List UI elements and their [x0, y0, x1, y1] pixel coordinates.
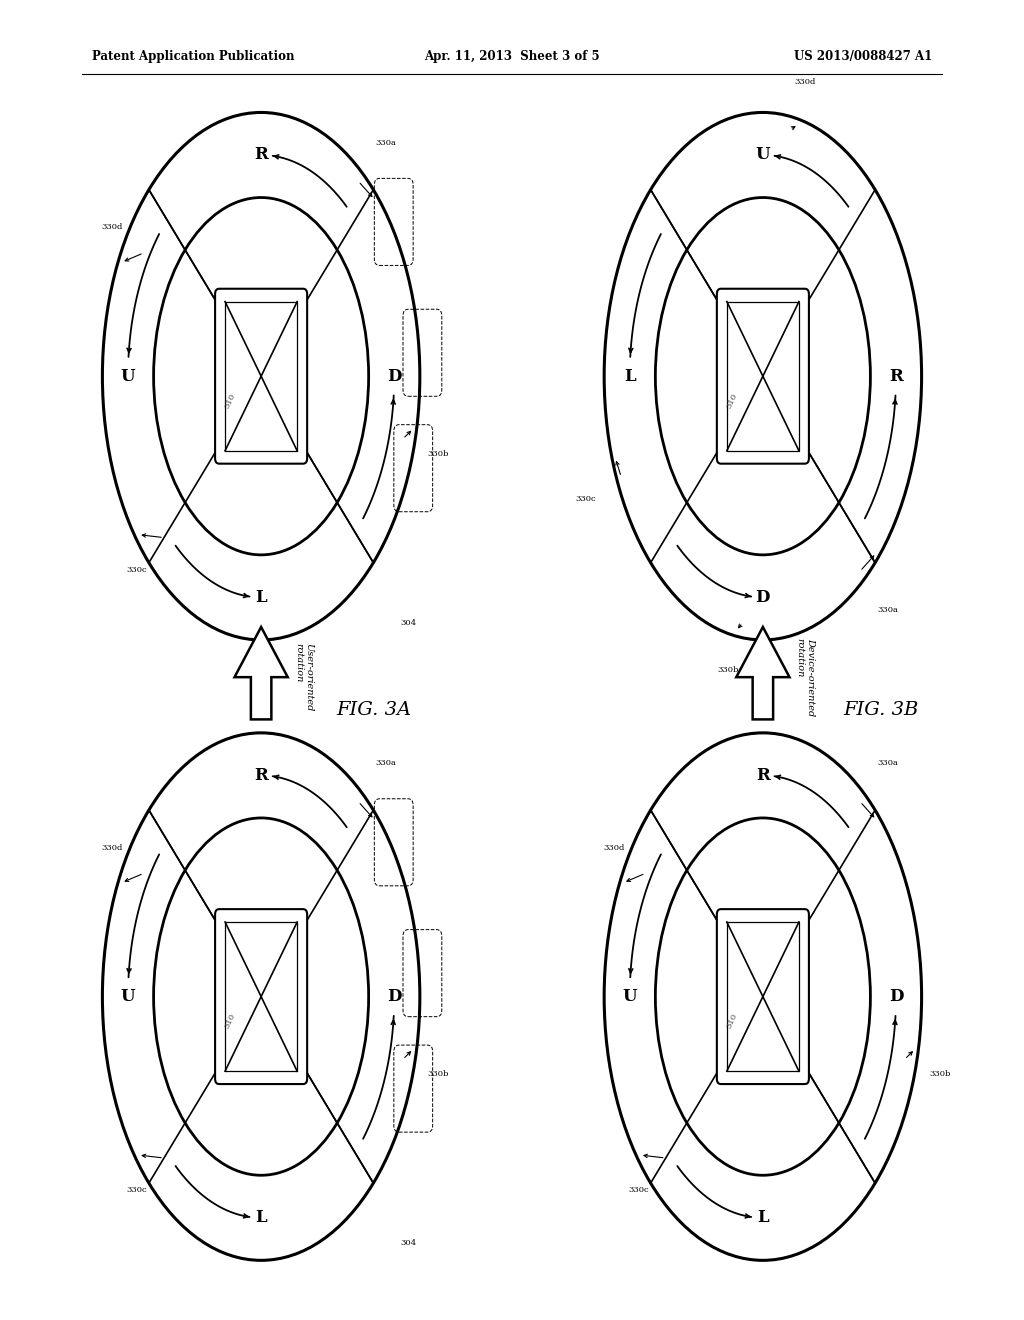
Text: 330c: 330c — [126, 566, 146, 574]
Text: L: L — [255, 1209, 267, 1226]
Bar — [225, 921, 297, 1072]
Text: 330c: 330c — [126, 1187, 146, 1195]
Text: L: L — [757, 1209, 769, 1226]
Text: 330b: 330b — [930, 1071, 951, 1078]
Text: 330b: 330b — [428, 1071, 450, 1078]
Text: D: D — [387, 989, 401, 1005]
Text: 330a: 330a — [376, 759, 396, 767]
Bar — [225, 301, 297, 451]
Text: R: R — [756, 767, 770, 784]
Text: 330a: 330a — [878, 606, 898, 614]
FancyBboxPatch shape — [717, 289, 809, 463]
Text: US 2013/0088427 A1: US 2013/0088427 A1 — [794, 50, 932, 63]
Text: U: U — [756, 147, 770, 164]
Text: 330c: 330c — [575, 495, 596, 503]
Text: 304: 304 — [400, 619, 417, 627]
Text: D: D — [756, 589, 770, 606]
FancyBboxPatch shape — [215, 289, 307, 463]
Text: D: D — [889, 989, 903, 1005]
Text: 310: 310 — [725, 392, 739, 409]
Text: FIG. 3A: FIG. 3A — [336, 701, 412, 719]
Text: 330a: 330a — [376, 139, 396, 147]
Text: 310: 310 — [725, 1012, 739, 1030]
Text: L: L — [624, 368, 636, 384]
Text: 310: 310 — [223, 1012, 238, 1030]
Text: 330d: 330d — [101, 843, 123, 851]
Text: D: D — [387, 368, 401, 384]
Text: Device-oriented
rotation: Device-oriented rotation — [796, 638, 815, 717]
Text: User-oriented
rotation: User-oriented rotation — [294, 643, 313, 711]
Text: U: U — [623, 989, 637, 1005]
Text: 330d: 330d — [101, 223, 123, 231]
Polygon shape — [234, 627, 288, 719]
Text: 304: 304 — [400, 1239, 417, 1247]
Text: R: R — [254, 147, 268, 164]
Text: 330d: 330d — [603, 843, 625, 851]
FancyBboxPatch shape — [717, 909, 809, 1084]
Text: R: R — [889, 368, 903, 384]
Text: 330c: 330c — [628, 1187, 648, 1195]
Text: L: L — [255, 589, 267, 606]
Text: 330a: 330a — [878, 759, 898, 767]
Polygon shape — [736, 627, 790, 719]
Text: 310: 310 — [223, 392, 238, 409]
Text: 330b: 330b — [428, 450, 450, 458]
Text: U: U — [121, 989, 135, 1005]
FancyBboxPatch shape — [215, 909, 307, 1084]
Text: Patent Application Publication: Patent Application Publication — [92, 50, 295, 63]
Text: 330b: 330b — [718, 667, 739, 675]
Bar — [727, 301, 799, 451]
Text: Apr. 11, 2013  Sheet 3 of 5: Apr. 11, 2013 Sheet 3 of 5 — [424, 50, 600, 63]
Text: 330d: 330d — [795, 78, 816, 86]
Text: FIG. 3B: FIG. 3B — [843, 701, 919, 719]
Text: R: R — [254, 767, 268, 784]
Bar — [727, 921, 799, 1072]
Text: U: U — [121, 368, 135, 384]
